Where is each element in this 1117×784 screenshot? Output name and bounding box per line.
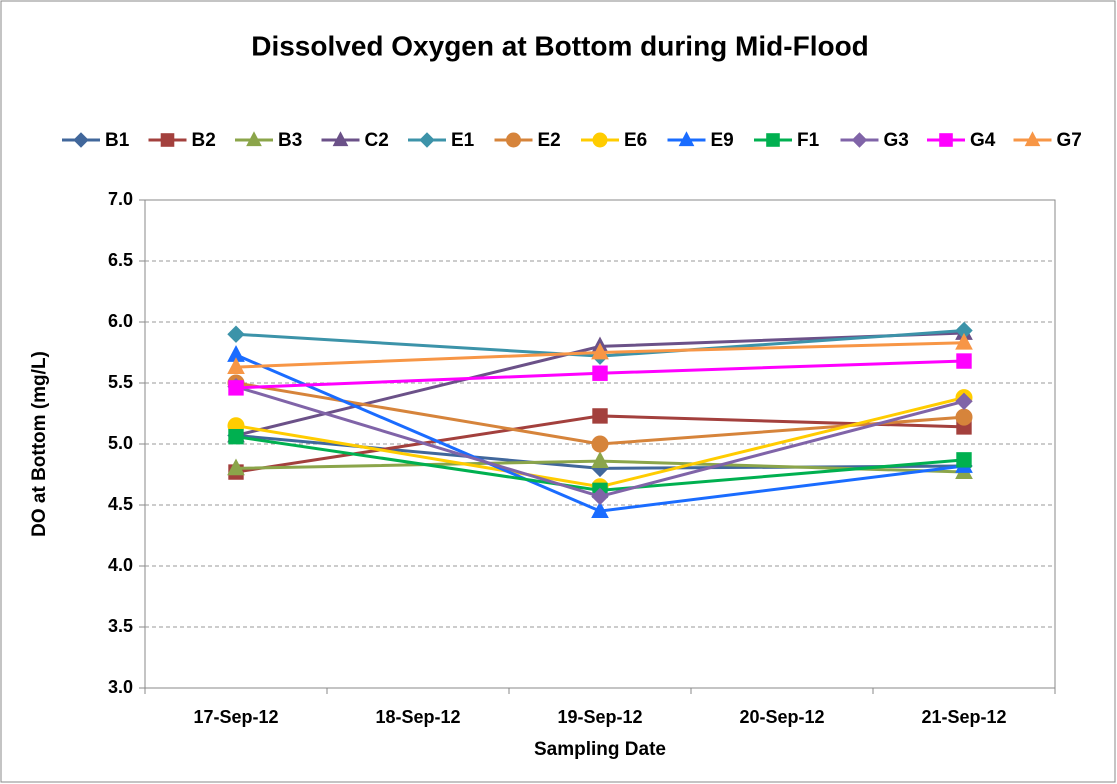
legend-label: B2 — [192, 130, 216, 151]
y-tick-label: 3.0 — [108, 677, 133, 697]
data-point — [227, 357, 245, 375]
legend-label: B3 — [278, 130, 302, 151]
legend-marker — [160, 133, 175, 147]
data-point — [591, 451, 609, 468]
legend-marker — [73, 132, 89, 148]
chart-title: Dissolved Oxygen at Bottom during Mid-Fl… — [251, 30, 869, 61]
legend-marker — [851, 132, 868, 148]
legend-marker — [592, 132, 608, 148]
y-tick-label: 4.0 — [108, 555, 133, 575]
data-point — [591, 487, 609, 506]
y-tick-label: 6.5 — [108, 250, 133, 270]
y-tick-label: 6.0 — [108, 311, 133, 331]
legend-label: C2 — [365, 130, 389, 151]
x-tick-label: 21-Sep-12 — [921, 707, 1006, 727]
x-axis-title: Sampling Date — [534, 739, 666, 760]
legend-marker — [766, 133, 780, 147]
x-tick-label: 19-Sep-12 — [557, 707, 642, 727]
y-tick-label: 4.5 — [108, 494, 133, 514]
legend-label: G7 — [1057, 130, 1082, 151]
y-tick-label: 3.5 — [108, 616, 133, 636]
y-tick-label: 5.5 — [108, 372, 133, 392]
legend-marker — [939, 133, 953, 147]
legend-label: E2 — [538, 130, 561, 151]
data-point — [592, 365, 608, 381]
data-point — [955, 392, 973, 411]
legend-label: E6 — [624, 130, 647, 151]
y-tick-label: 5.0 — [108, 433, 133, 453]
data-point — [592, 408, 608, 424]
data-point — [591, 501, 609, 518]
legend-marker — [506, 132, 521, 148]
legend-label: G4 — [970, 130, 996, 151]
legend-marker — [419, 132, 435, 148]
legend-label: B1 — [105, 130, 130, 151]
legend-marker — [678, 131, 695, 147]
data-point — [591, 435, 609, 453]
data-point — [227, 325, 245, 343]
legend-label: E9 — [711, 130, 734, 151]
data-point — [227, 458, 245, 476]
data-point — [228, 428, 244, 445]
x-tick-label: 20-Sep-12 — [739, 707, 824, 727]
data-point — [955, 332, 973, 350]
data-point — [591, 342, 609, 360]
legend-marker — [332, 131, 349, 147]
x-tick-label: 17-Sep-12 — [193, 707, 278, 727]
legend-label: E1 — [451, 130, 475, 151]
data-point — [956, 452, 972, 468]
legend-label: G3 — [884, 130, 909, 151]
x-tick-label: 18-Sep-12 — [375, 707, 460, 727]
legend-marker — [246, 131, 262, 147]
data-point — [956, 353, 972, 369]
legend-label: F1 — [797, 130, 820, 151]
data-point — [955, 408, 973, 426]
data-point — [228, 380, 244, 396]
y-axis-title: DO at Bottom (mg/L) — [29, 351, 50, 537]
legend-marker — [1024, 131, 1041, 147]
y-tick-label: 7.0 — [108, 189, 133, 209]
